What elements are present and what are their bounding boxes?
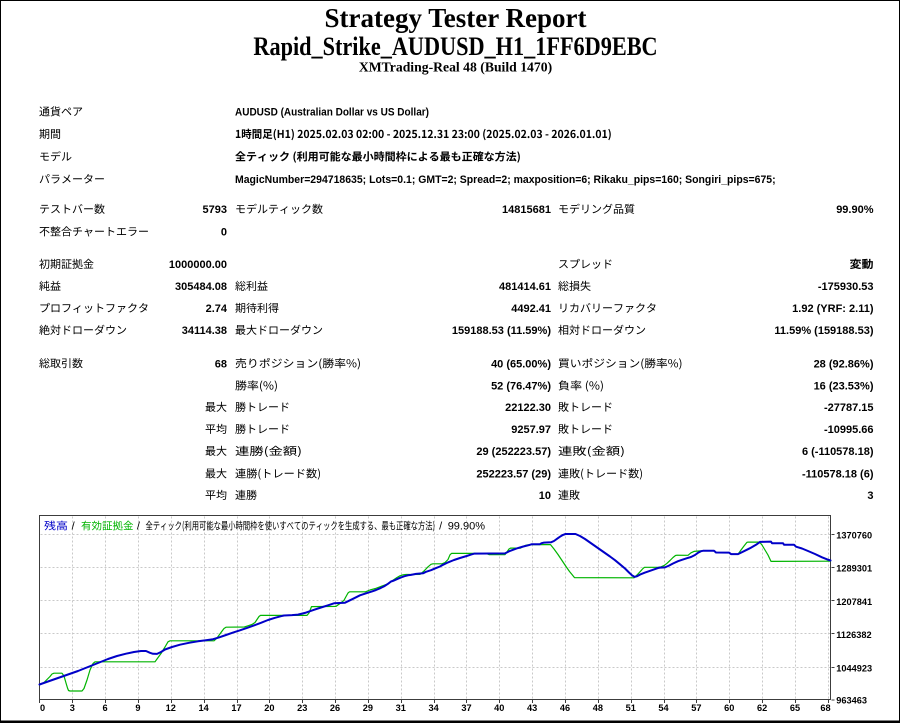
svg-text:10: 10 <box>539 490 551 502</box>
svg-text:/: / <box>439 521 443 533</box>
svg-text:52 (76.47%): 52 (76.47%) <box>491 381 551 393</box>
svg-text:305484.08: 305484.08 <box>175 281 227 293</box>
svg-text:3: 3 <box>867 490 873 502</box>
svg-text:46: 46 <box>560 703 570 713</box>
svg-text:0: 0 <box>40 703 45 713</box>
svg-text:37: 37 <box>461 703 471 713</box>
svg-text:60: 60 <box>724 703 734 713</box>
svg-text:34114.38: 34114.38 <box>182 325 227 337</box>
svg-text:40: 40 <box>494 703 504 713</box>
svg-text:23: 23 <box>297 703 307 713</box>
svg-text:3: 3 <box>70 703 75 713</box>
svg-text:68: 68 <box>215 358 227 370</box>
svg-text:51: 51 <box>626 703 636 713</box>
svg-text:22122.30: 22122.30 <box>505 402 551 414</box>
svg-text:65: 65 <box>790 703 800 713</box>
svg-text:-110578.18 (6): -110578.18 (6) <box>802 469 874 481</box>
svg-text:14: 14 <box>199 703 210 713</box>
svg-text:1289301: 1289301 <box>836 564 872 574</box>
svg-text:34: 34 <box>428 703 439 713</box>
svg-text:252223.57 (29): 252223.57 (29) <box>476 469 551 481</box>
svg-text:29: 29 <box>363 703 373 713</box>
svg-text:481414.61: 481414.61 <box>499 281 551 293</box>
svg-text:62: 62 <box>757 703 767 713</box>
svg-text:4492.41: 4492.41 <box>511 303 551 315</box>
svg-text:1126382: 1126382 <box>836 630 871 640</box>
svg-text:6: 6 <box>103 703 108 713</box>
svg-text:9: 9 <box>135 703 140 713</box>
svg-text:29 (252223.57): 29 (252223.57) <box>476 446 551 458</box>
svg-text:1000000.00: 1000000.00 <box>169 259 227 271</box>
svg-text:-10995.66: -10995.66 <box>824 424 874 436</box>
svg-text:1044923: 1044923 <box>836 663 872 673</box>
svg-text:54: 54 <box>658 703 669 713</box>
svg-text:1.92 (YRF: 2.11): 1.92 (YRF: 2.11) <box>792 303 874 315</box>
svg-text:-27787.15: -27787.15 <box>824 402 874 414</box>
svg-text:40 (65.00%): 40 (65.00%) <box>491 358 551 370</box>
svg-text:MagicNumber=294718635; Lots=0.: MagicNumber=294718635; Lots=0.1; GMT=2; … <box>235 174 776 186</box>
svg-text:5793: 5793 <box>203 204 227 216</box>
svg-text:/: / <box>137 521 141 533</box>
svg-text:1370760: 1370760 <box>836 531 872 541</box>
svg-text:43: 43 <box>527 703 537 713</box>
svg-text:0: 0 <box>221 227 227 239</box>
svg-text:Rapid_Strike_AUDUSD_H1_1FF6D9E: Rapid_Strike_AUDUSD_H1_1FF6D9EBC <box>253 32 657 61</box>
svg-text:11.59% (159188.53): 11.59% (159188.53) <box>774 325 873 337</box>
svg-text:99.90%: 99.90% <box>448 521 486 533</box>
svg-text:57: 57 <box>691 703 701 713</box>
svg-text:20: 20 <box>264 703 274 713</box>
svg-text:Strategy Tester Report: Strategy Tester Report <box>325 3 587 33</box>
svg-text:99.90%: 99.90% <box>836 204 874 216</box>
svg-text:1207841: 1207841 <box>836 597 872 607</box>
svg-text:14815681: 14815681 <box>502 204 551 216</box>
svg-text:9257.97: 9257.97 <box>511 424 551 436</box>
svg-text:17: 17 <box>231 703 241 713</box>
svg-text:28 (92.86%): 28 (92.86%) <box>814 358 874 370</box>
svg-text:31: 31 <box>396 703 406 713</box>
svg-text:26: 26 <box>330 703 340 713</box>
svg-text:48: 48 <box>593 703 603 713</box>
svg-text:2.74: 2.74 <box>206 303 228 315</box>
svg-text:16 (23.53%): 16 (23.53%) <box>814 381 874 393</box>
svg-text:6 (-110578.18): 6 (-110578.18) <box>802 446 874 458</box>
svg-text:XMTrading-Real 48 (Build 1470): XMTrading-Real 48 (Build 1470) <box>359 60 552 76</box>
svg-text:159188.53 (11.59%): 159188.53 (11.59%) <box>452 325 551 337</box>
svg-text:AUDUSD (Australian Dollar vs U: AUDUSD (Australian Dollar vs US Dollar) <box>235 107 429 119</box>
svg-text:963463: 963463 <box>836 696 867 706</box>
svg-text:68: 68 <box>820 703 830 713</box>
svg-text:-175930.53: -175930.53 <box>818 281 874 293</box>
svg-text:12: 12 <box>166 703 176 713</box>
svg-text:/: / <box>72 521 76 533</box>
